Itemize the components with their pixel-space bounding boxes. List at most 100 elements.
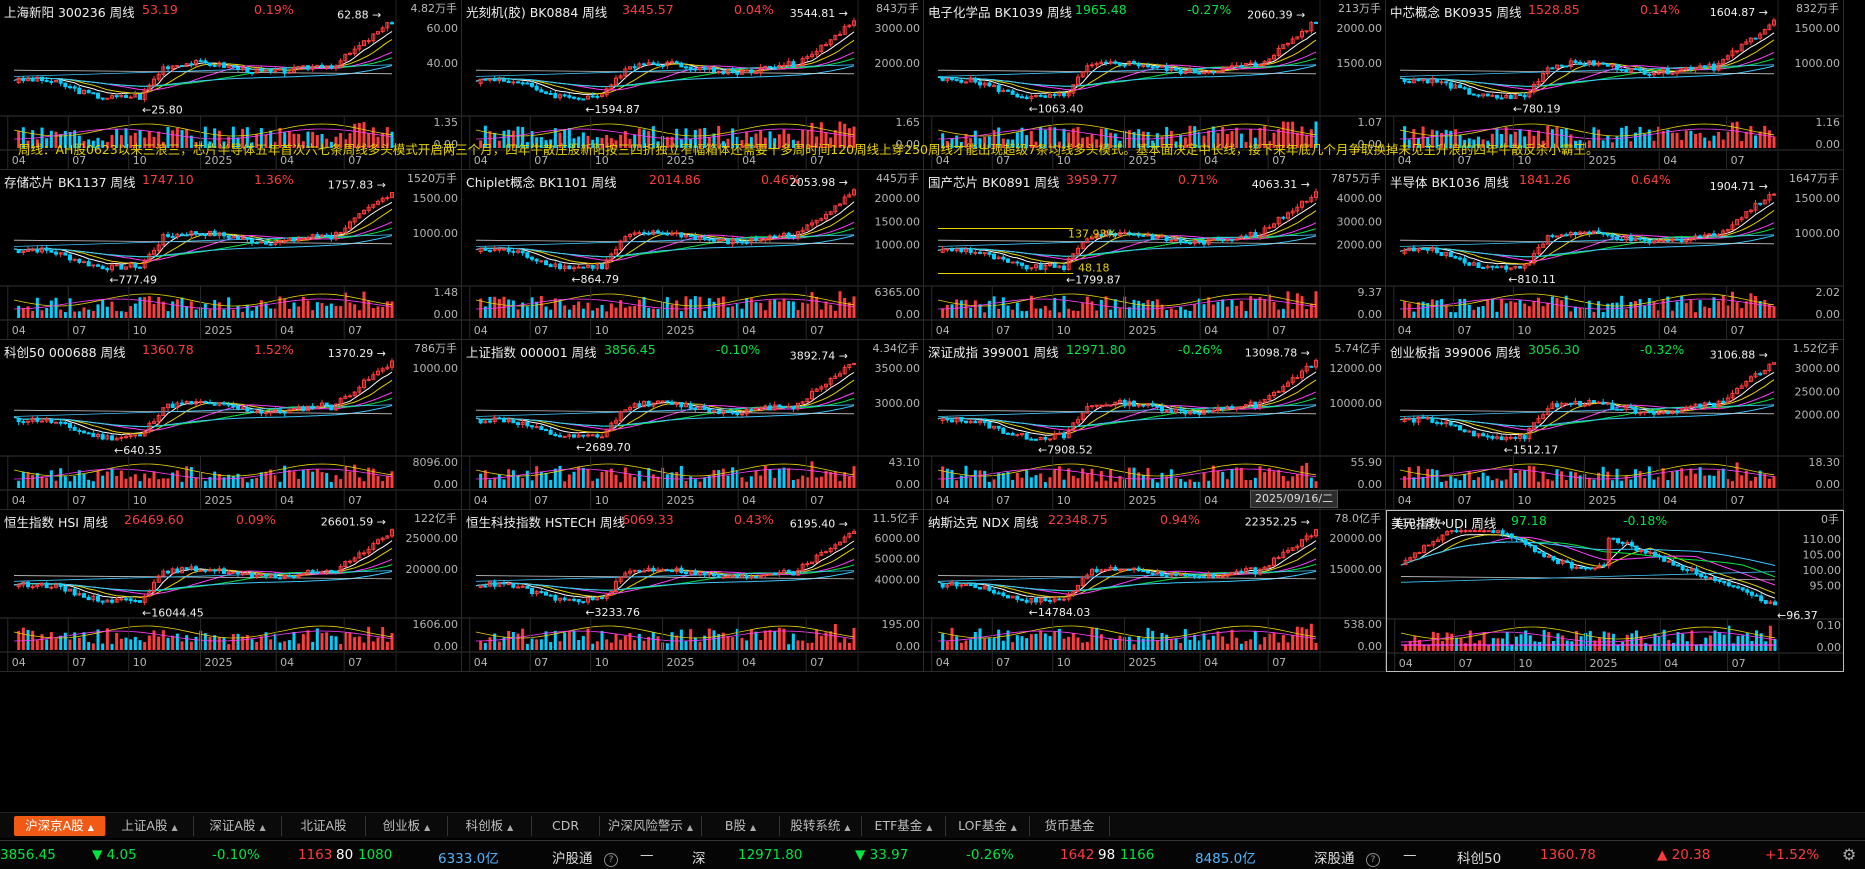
y-tick-label: 2000.00 — [1795, 409, 1841, 422]
security-name: 中芯概念 BK0935 周线 — [1390, 5, 1522, 20]
x-tick-label: 04 — [936, 324, 950, 337]
caret-up-icon: ▲ — [844, 823, 851, 832]
hgt-value: — — [640, 847, 654, 863]
panel-title: 半导体 BK1036 周线 1841.26 0.64% — [1390, 172, 1671, 190]
last-price: 12971.80 — [1066, 342, 1126, 357]
security-name: 美元指数 UDI 周线 — [1391, 516, 1497, 531]
x-tick-label: 04 — [474, 324, 488, 337]
chart-panel-bk1137[interactable]: 存储芯片 BK1137 周线 1747.10 1.36% 1520万手 1757.83 … — [0, 170, 462, 340]
tab-0[interactable]: 沪深京A股 ▲ — [14, 816, 106, 836]
tab-5[interactable]: 科创板 ▲ — [448, 816, 532, 836]
volume-tick-label: 43.10 — [889, 456, 921, 469]
kline-chart: 2060.39 → ←1063.40 2000.00 1500.00 1.07 0.00 0… — [924, 0, 1385, 169]
kline-chart: 1370.29 → ←640.35 1000.00 8096.00 0.00 04 07 10… — [0, 340, 461, 509]
kline-chart: 22352.25 → ←14784.03 20000.00 15000.00 538.0… — [924, 510, 1385, 671]
y-tick-label: 1000.00 — [1795, 227, 1841, 240]
sz-index-change: ▼ 33.97 — [855, 847, 909, 863]
volume-tick-label: 2.02 — [1816, 286, 1841, 299]
last-price: 1965.48 — [1075, 2, 1127, 17]
x-tick-label: 04 — [1204, 494, 1218, 507]
x-tick-label: 07 — [1458, 154, 1472, 167]
tab-label: B股 — [724, 818, 746, 833]
x-tick-label: 04 — [280, 324, 294, 337]
chart-panel-bk1039[interactable]: 电子化学品 BK1039 周线 1965.48 -0.27% 213万手 2060.39… — [924, 0, 1386, 170]
last-price: 1841.26 — [1519, 172, 1571, 187]
last-price: 26469.60 — [124, 512, 184, 527]
low-price-label: ←7908.52 — [1038, 444, 1093, 457]
high-price-label: 13098.78 → — [1245, 346, 1310, 359]
chart-panel-hsi[interactable]: 恒生指数 HSI 周线 26469.60 0.09% 122亿手 26601.59 → ←… — [0, 510, 462, 672]
tab-4[interactable]: 创业板 ▲ — [366, 816, 448, 836]
volume-label: 1647万手 — [1789, 172, 1839, 185]
chart-panel-bk0891[interactable]: 国产芯片 BK0891 周线 3959.77 0.71% 7875万手 4063.31 … — [924, 170, 1386, 340]
x-tick-label: 07 — [348, 494, 362, 507]
chart-panel-bk0935[interactable]: 中芯概念 BK0935 周线 1528.85 0.14% 832万手 1604.87 →… — [1386, 0, 1844, 170]
y-tick-label: 1500.00 — [413, 192, 459, 205]
tab-label: 沪深京A股 — [25, 818, 84, 833]
x-tick-label: 10 — [1518, 657, 1532, 670]
kline-chart: 110.18 →←96.37110.00105.00100.0095.000.1… — [1387, 511, 1843, 671]
x-tick-label: 04 — [1664, 657, 1678, 670]
tab-8[interactable]: B股 ▲ — [702, 816, 780, 836]
last-price: 2014.86 — [649, 172, 701, 187]
caret-up-icon: ▲ — [507, 823, 514, 832]
kline-chart: 1604.87 → ←780.19 1500.00 1000.00 1.16 0.00 04… — [1386, 0, 1843, 169]
x-tick-label: 04 — [1398, 154, 1412, 167]
tab-7[interactable]: 沪深风险警示 ▲ — [600, 816, 702, 836]
chart-panel-bk0884[interactable]: 光刻机(胶) BK0884 周线 3445.57 0.04% 843万手 3544.81… — [462, 0, 924, 170]
tab-label: 深证A股 — [209, 818, 256, 833]
change-percent: 0.64% — [1631, 172, 1671, 187]
security-name: 恒生科技指数 HSTECH 周线 — [466, 515, 625, 530]
volume-tick-label: 0.00 — [434, 640, 459, 653]
low-price-label: ←3233.76 — [585, 606, 640, 619]
x-tick-label: 07 — [810, 494, 824, 507]
hgt-label[interactable]: 沪股通 — [552, 851, 593, 867]
security-name: 科创50 000688 周线 — [4, 345, 126, 360]
high-price-label: 1904.71 → — [1710, 180, 1768, 193]
chart-panel-hstech[interactable]: 恒生科技指数 HSTECH 周线 6069.33 0.43% 11.5亿手 6195.4… — [462, 510, 924, 672]
chart-panel-300236[interactable]: 上海新阳 300236 周线 53.19 0.19% 4.82万手 62.88 → ←25… — [0, 0, 462, 170]
tab-3[interactable]: 北证A股 — [282, 816, 366, 836]
high-price-label: 1370.29 → — [328, 347, 386, 360]
x-tick-label: 07 — [72, 656, 86, 669]
chart-panel-399001[interactable]: 深证成指 399001 周线 12971.80 -0.26% 5.74亿手 13098.… — [924, 340, 1386, 510]
chart-panel-399006[interactable]: 创业板指 399006 周线 3056.30 -0.32% 1.52亿手 3106.88… — [1386, 340, 1844, 510]
volume-label: 213万手 — [1338, 2, 1381, 15]
chart-panel-bk1036[interactable]: 半导体 BK1036 周线 1841.26 0.64% 1647万手 1904.71 →… — [1386, 170, 1844, 340]
high-price-label: 2053.98 → — [790, 176, 848, 189]
x-tick-label: 2025 — [667, 494, 695, 507]
x-tick-label: 04 — [1204, 154, 1218, 167]
kline-chart: 62.88 → ←25.80 60.00 40.00 1.35 0.00 04 07 10 202… — [0, 0, 461, 169]
gear-icon[interactable]: ⚙ — [1842, 845, 1857, 864]
x-tick-label: 07 — [72, 154, 86, 167]
volume-label: 786万手 — [414, 342, 457, 355]
y-tick-label: 60.00 — [427, 22, 459, 35]
tab-9[interactable]: 股转系统 ▲ — [780, 816, 862, 836]
x-tick-label: 04 — [742, 324, 756, 337]
tab-11[interactable]: LOF基金 ▲ — [946, 816, 1030, 836]
change-percent: 0.19% — [254, 2, 294, 17]
change-percent: -0.26% — [1178, 342, 1223, 357]
sh-turnover: 6333.0亿 — [438, 851, 499, 867]
y-tick-label: 1500.00 — [1337, 57, 1383, 70]
chart-panel-ndx[interactable]: 纳斯达克 NDX 周线 22348.75 0.94% 78.0亿手 22352.25 →… — [924, 510, 1386, 672]
chart-panel-000001[interactable]: 上证指数 000001 周线 3856.45 -0.10% 4.34亿手 3892.74… — [462, 340, 924, 510]
tab-1[interactable]: 上证A股 ▲ — [106, 816, 194, 836]
x-tick-label: 10 — [1057, 324, 1071, 337]
tab-12[interactable]: 货币基金 — [1030, 816, 1110, 836]
change-percent: 0.43% — [734, 512, 774, 527]
x-tick-label: 07 — [810, 324, 824, 337]
x-tick-label: 2025 — [1588, 324, 1616, 337]
tab-6[interactable]: CDR — [532, 816, 600, 836]
chart-panel-udi[interactable]: 美元指数 UDI 周线 97.18 -0.18% 0手 110.18 → ←96.37 11… — [1386, 510, 1844, 672]
x-tick-label: 2025 — [667, 324, 695, 337]
sgt-label[interactable]: 深股通 — [1314, 851, 1355, 867]
tab-2[interactable]: 深证A股 ▲ — [194, 816, 282, 836]
y-tick-label: 2000.00 — [1337, 239, 1383, 252]
low-price-label: ←14784.03 — [1029, 606, 1091, 619]
volume-tick-label: 0.00 — [1817, 641, 1842, 654]
tab-10[interactable]: ETF基金 ▲ — [862, 816, 946, 836]
change-percent: 1.36% — [254, 172, 294, 187]
chart-panel-000688[interactable]: 科创50 000688 周线 1360.78 1.52% 786万手 1370.29 →… — [0, 340, 462, 510]
chart-panel-bk1101[interactable]: Chiplet概念 BK1101 周线 2014.86 0.46% 445万手 2053… — [462, 170, 924, 340]
